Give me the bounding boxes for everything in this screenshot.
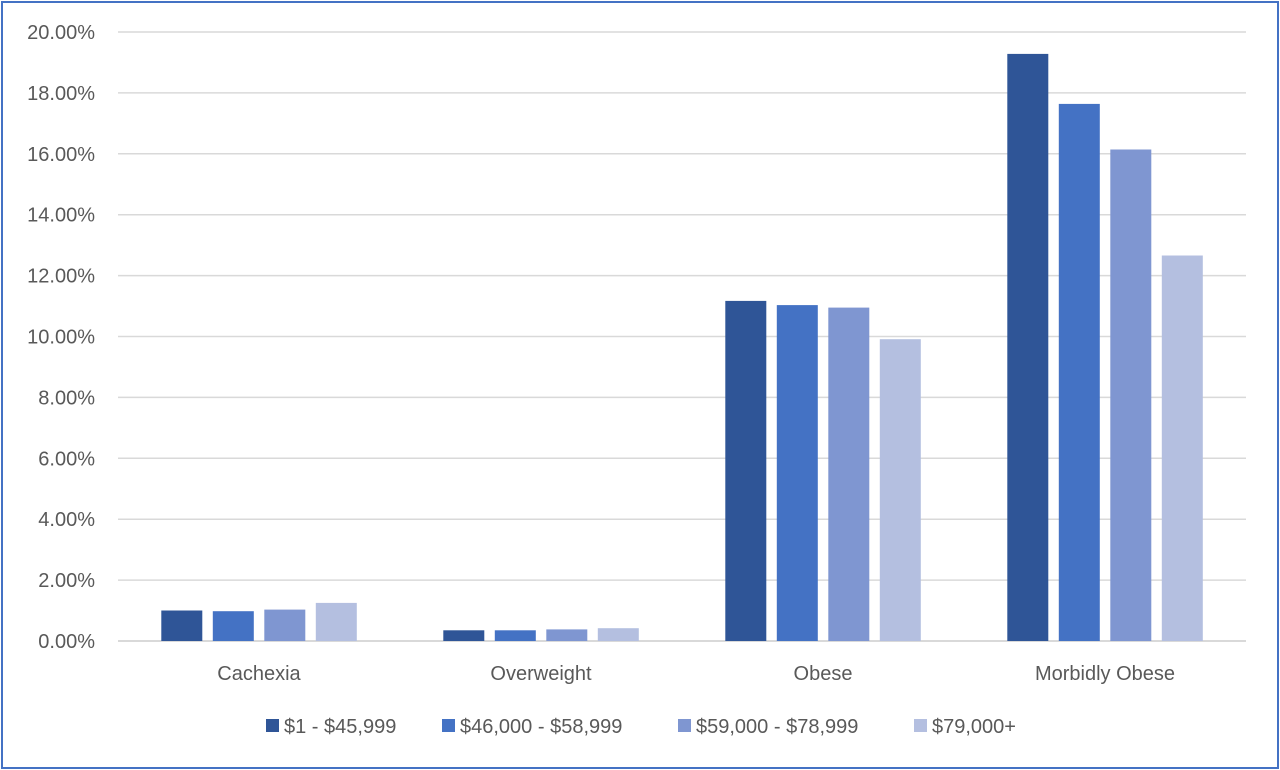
legend-swatch: [442, 719, 455, 732]
bars: [161, 53, 1203, 641]
x-axis-category-labels: Cachexia Overweight Obese Morbidly Obese: [217, 663, 1175, 685]
legend-label: $59,000 - $78,999: [696, 716, 858, 738]
legend-label: $1 - $45,999: [284, 716, 396, 738]
legend-label: $79,000+: [932, 716, 1016, 738]
category-label: Morbidly Obese: [1035, 663, 1175, 685]
bar-overweight-series-3: [546, 629, 588, 641]
gridlines: [118, 31, 1246, 642]
y-tick-label: 2.00%: [38, 570, 95, 592]
bar-morbidly-obese-series-3: [1110, 149, 1152, 641]
y-tick-label: 4.00%: [38, 509, 95, 531]
bar-overweight-series-4: [597, 628, 639, 641]
bar-cachexia-series-4: [315, 602, 357, 641]
bar-obese-series-3: [828, 307, 870, 641]
bar-overweight-series-2: [494, 630, 536, 641]
category-label: Obese: [794, 663, 853, 685]
bar-cachexia-series-2: [212, 611, 254, 641]
y-tick-label: 12.00%: [27, 266, 95, 288]
legend-swatch: [266, 719, 279, 732]
bar-cachexia-series-3: [264, 609, 306, 641]
bar-cachexia-series-1: [161, 610, 203, 641]
y-tick-label: 0.00%: [38, 631, 95, 653]
y-tick-label: 20.00%: [27, 22, 95, 44]
bar-obese-series-1: [725, 300, 767, 641]
legend-label: $46,000 - $58,999: [460, 716, 622, 738]
bar-obese-series-4: [879, 339, 921, 641]
y-axis-tick-labels: 0.00% 2.00% 4.00% 6.00% 8.00% 10.00% 12.00% 14.…: [27, 22, 95, 653]
bar-morbidly-obese-series-4: [1161, 255, 1203, 641]
bar-overweight-series-1: [443, 630, 485, 641]
category-label: Cachexia: [217, 663, 301, 685]
y-tick-label: 16.00%: [27, 144, 95, 166]
y-tick-label: 14.00%: [27, 205, 95, 227]
legend-swatch: [914, 719, 927, 732]
bar-morbidly-obese-series-1: [1007, 53, 1049, 641]
bar-obese-series-2: [776, 305, 818, 641]
y-tick-label: 10.00%: [27, 327, 95, 349]
bar-morbidly-obese-series-2: [1058, 103, 1100, 641]
y-tick-label: 6.00%: [38, 448, 95, 470]
y-tick-label: 8.00%: [38, 387, 95, 409]
y-tick-label: 18.00%: [27, 83, 95, 105]
legend: $1 - $45,999 $46,000 - $58,999 $59,000 - $…: [266, 716, 1016, 738]
category-label: Overweight: [490, 663, 592, 685]
legend-swatch: [678, 719, 691, 732]
